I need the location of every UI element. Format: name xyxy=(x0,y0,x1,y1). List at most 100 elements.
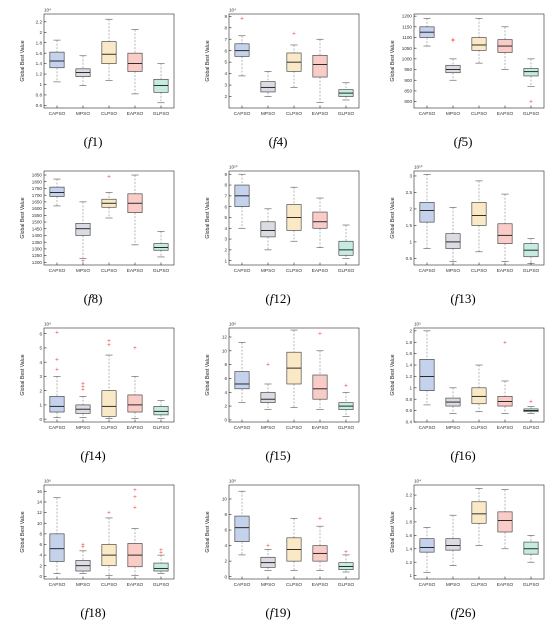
y-tick-label: 2 xyxy=(224,559,227,564)
box-plot: 0 2 4 6 8 10 10⁸ Global Best Value CAPSO + MPSO CLP… xyxy=(205,479,360,588)
x-tick-label: GLPSO xyxy=(153,111,170,117)
x-tick-label: GLPSO xyxy=(153,268,170,274)
x-tick-label: CAPSO xyxy=(419,425,436,431)
y-axis-label: Global Best Value xyxy=(390,40,396,81)
outlier-marker: + xyxy=(292,31,296,37)
x-tick-label: GLPSO xyxy=(523,268,540,274)
y-tick-label: 1.4 xyxy=(406,546,413,551)
y-tick-label: 5 xyxy=(224,60,227,65)
y-axis-label: Global Best Value xyxy=(205,354,211,395)
y-tick-label: 1.8 xyxy=(406,340,413,345)
x-tick-label: EAPSO xyxy=(127,425,144,431)
y-tick-label: 1600 xyxy=(32,206,43,211)
outlier-marker: + xyxy=(529,99,533,105)
figure-caption: (f12) xyxy=(265,291,291,306)
iqr-box xyxy=(153,562,169,572)
x-tick-label: MPSO xyxy=(76,268,90,274)
outlier-marker: + xyxy=(81,545,85,551)
iqr-box xyxy=(49,533,65,562)
outlier-marker: + xyxy=(503,340,507,346)
y-tick-label: 2.2 xyxy=(36,19,43,24)
x-tick-label: MPSO xyxy=(261,111,275,117)
box-capso xyxy=(419,173,435,249)
y-tick-label: 8 xyxy=(224,183,227,188)
box-glpso xyxy=(153,231,169,258)
x-tick-label: MPSO xyxy=(261,582,275,588)
y-tick-label: 1000 xyxy=(402,56,413,61)
y-tick-label: 2 xyxy=(39,30,42,35)
outlier-marker: + xyxy=(55,330,59,336)
y-tick-label: 0.5 xyxy=(406,256,413,261)
box-mpso: ++ xyxy=(75,542,91,574)
figure-caption: (f15) xyxy=(265,448,291,463)
x-tick-label: CLPSO xyxy=(286,425,303,431)
y-tick-label: 6 xyxy=(224,376,227,381)
y-tick-label: 1.4 xyxy=(36,61,43,66)
box-eapso: + xyxy=(497,340,513,414)
y-axis-label: Global Best Value xyxy=(20,511,26,552)
y-tick-label: 1650 xyxy=(32,199,43,204)
y-tick-label: 3 xyxy=(39,374,42,379)
box-clpso: + xyxy=(101,510,117,576)
iqr-box xyxy=(419,202,435,223)
outlier-marker: + xyxy=(266,543,270,549)
y-tick-label: 1450 xyxy=(32,226,43,231)
y-tick-label: 1.2 xyxy=(36,72,43,77)
y-tick-label: 8 xyxy=(224,362,227,367)
y-tick-label: 0.8 xyxy=(406,397,413,402)
y-axis-exponent: 10¹⁰ xyxy=(414,165,423,170)
x-tick-label: MPSO xyxy=(261,268,275,274)
iqr-box xyxy=(101,41,117,64)
box-eapso: + xyxy=(127,346,143,419)
box-glpso xyxy=(338,82,354,101)
x-tick-label: EAPSO xyxy=(497,111,514,117)
x-tick-label: GLPSO xyxy=(153,425,170,431)
figure-caption: (f26) xyxy=(450,605,476,620)
x-tick-label: CLPSO xyxy=(101,582,118,588)
chart-panel: 0 2 4 6 8 10 12 14 16 10⁶ Global Best Value CAPSO + +… xyxy=(8,473,178,627)
y-tick-label: 1.6 xyxy=(406,533,413,538)
box-mpso: ++ xyxy=(445,37,461,81)
iqr-box xyxy=(312,374,328,400)
box-clpso xyxy=(471,488,487,546)
y-tick-label: 3 xyxy=(409,174,412,179)
y-axis-label: Global Best Value xyxy=(20,354,26,395)
y-tick-label: 2 xyxy=(224,404,227,409)
x-tick-label: CAPSO xyxy=(234,425,251,431)
x-tick-label: CAPSO xyxy=(49,582,66,588)
y-tick-label: 1400 xyxy=(32,233,43,238)
box-capso xyxy=(234,342,250,403)
box-mpso xyxy=(260,208,276,251)
box-capso xyxy=(234,173,250,229)
box-capso xyxy=(49,178,65,207)
x-tick-label: EAPSO xyxy=(127,111,144,117)
box-capso: + + + xyxy=(49,330,65,419)
iqr-box xyxy=(471,202,487,226)
figure-caption: (f4) xyxy=(268,134,288,149)
outlier-marker: + xyxy=(318,516,322,522)
box-capso xyxy=(419,526,435,573)
box-clpso xyxy=(286,329,302,408)
outlier-marker: + xyxy=(133,346,137,352)
y-tick-label: 0 xyxy=(224,574,227,579)
box-mpso xyxy=(260,71,276,97)
x-tick-label: EAPSO xyxy=(497,582,514,588)
x-tick-label: EAPSO xyxy=(312,111,329,117)
y-tick-label: 1150 xyxy=(402,24,412,29)
box-glpso xyxy=(153,63,169,104)
x-tick-label: GLPSO xyxy=(338,268,355,274)
x-tick-label: EAPSO xyxy=(127,268,144,274)
y-axis-label: Global Best Value xyxy=(390,354,396,395)
x-tick-label: EAPSO xyxy=(312,582,329,588)
y-tick-label: 1 xyxy=(39,82,42,87)
x-tick-label: CAPSO xyxy=(49,268,66,274)
iqr-box xyxy=(260,221,276,238)
box-capso xyxy=(49,39,65,83)
y-tick-label: 3 xyxy=(224,83,227,88)
x-tick-label: GLPSO xyxy=(338,582,355,588)
outlier-marker: + xyxy=(159,547,163,553)
y-tick-label: 1050 xyxy=(402,46,413,51)
x-tick-label: MPSO xyxy=(76,111,90,117)
x-tick-label: CLPSO xyxy=(471,268,488,274)
box-capso xyxy=(419,17,435,47)
